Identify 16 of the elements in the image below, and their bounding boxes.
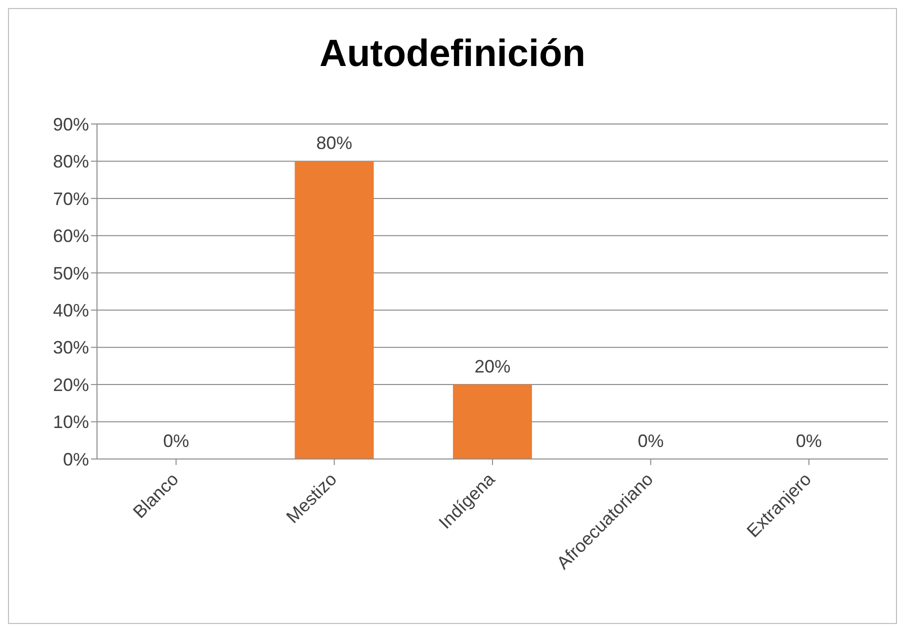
y-tick-label: 0%	[62, 449, 89, 470]
data-label: 80%	[316, 133, 352, 154]
chart-title: Autodefinición	[318, 32, 586, 77]
y-tick-label: 70%	[52, 188, 89, 209]
data-label: 0%	[796, 431, 822, 451]
y-tick-label: 60%	[52, 226, 89, 246]
y-tick-label: 20%	[52, 374, 89, 395]
y-tick-label: 50%	[52, 263, 89, 284]
y-tick-label: 30%	[52, 338, 89, 358]
data-label: 0%	[163, 431, 190, 451]
data-label: 0%	[638, 431, 664, 451]
y-tick-label: 90%	[52, 114, 89, 134]
y-tick-label: 80%	[52, 152, 89, 172]
y-tick-label: 10%	[52, 412, 89, 432]
data-label: 20%	[474, 356, 511, 377]
y-tick-label: 40%	[52, 300, 89, 320]
